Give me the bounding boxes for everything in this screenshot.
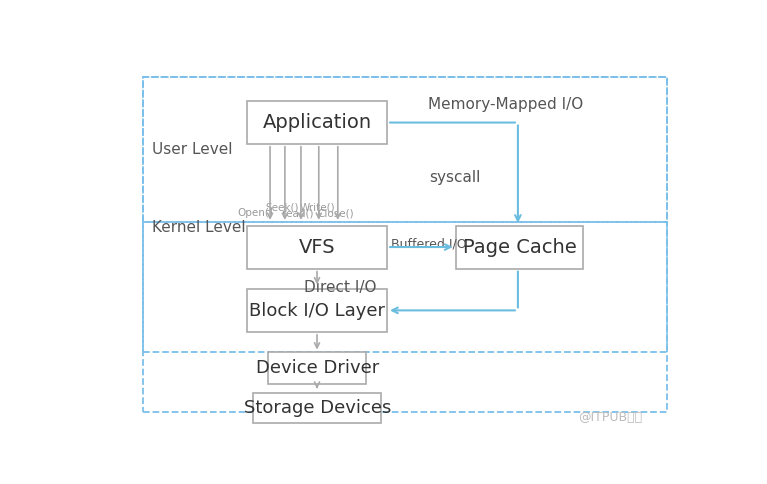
Text: Close(): Close() [318, 209, 354, 218]
FancyBboxPatch shape [253, 393, 381, 424]
Text: Buffered I/O: Buffered I/O [391, 238, 467, 251]
Text: Direct I/O: Direct I/O [304, 280, 377, 295]
FancyBboxPatch shape [248, 101, 387, 144]
Text: Page Cache: Page Cache [463, 238, 576, 257]
Text: User Level: User Level [153, 142, 233, 157]
Text: Kernel Level: Kernel Level [153, 220, 246, 235]
FancyBboxPatch shape [456, 226, 583, 269]
FancyBboxPatch shape [248, 289, 387, 332]
Text: Device Driver: Device Driver [255, 359, 379, 378]
FancyBboxPatch shape [248, 226, 387, 269]
Text: Open(): Open() [237, 209, 273, 218]
Text: Block I/O Layer: Block I/O Layer [249, 302, 385, 319]
Text: Memory-Mapped I/O: Memory-Mapped I/O [427, 97, 583, 112]
Text: @ITPUB博客: @ITPUB博客 [578, 411, 643, 424]
Text: Storage Devices: Storage Devices [244, 399, 391, 417]
Text: read(): read() [282, 209, 314, 218]
FancyBboxPatch shape [268, 352, 367, 384]
Text: Seek(): Seek() [265, 202, 298, 212]
Text: Application: Application [263, 113, 372, 132]
Text: syscall: syscall [429, 170, 480, 185]
Text: VFS: VFS [299, 238, 336, 257]
Text: Write(): Write() [299, 202, 335, 212]
